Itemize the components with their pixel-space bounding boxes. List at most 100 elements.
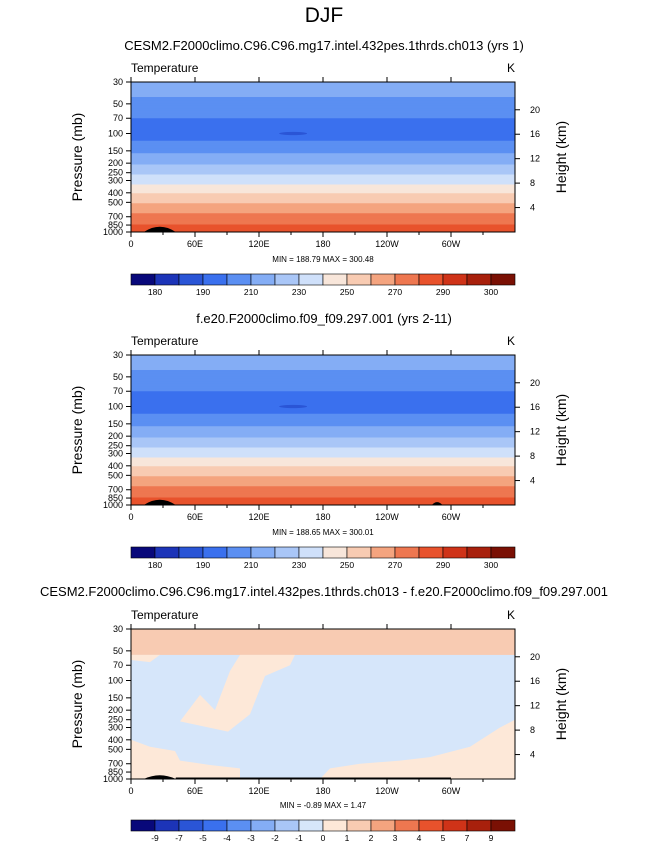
colorbar-swatch [202,819,228,832]
contour-band [131,144,515,147]
y-tick-label: 850 [108,220,123,230]
colorbar-label: 270 [388,560,402,570]
colorbar-swatch [130,273,156,286]
contour-band [131,128,515,131]
contour-band [131,501,515,504]
contour-band [131,360,515,362]
contour-band [131,427,515,430]
plot-area [131,355,515,505]
contour-band [131,209,515,212]
contour-band [131,100,515,103]
colorbar-swatch [442,273,468,286]
x-tick-label: 0 [128,512,133,522]
colorbar-swatch [466,546,492,559]
contour-band [131,212,515,214]
contour-band [131,366,515,369]
figure-title: DJF [305,4,344,27]
contour-band [131,385,515,387]
contour-band [131,458,515,461]
x-tick-label: 60E [187,512,203,522]
x-tick-label: 60W [442,786,461,796]
y-tick-label: 700 [108,485,123,495]
orography-mask [143,775,176,779]
panel-1: CESM2.F2000climo.C96.C96.mg17.intel.432p… [69,38,569,297]
contour-band [131,422,515,425]
contour-band [131,204,515,207]
x-tick-label: 180 [315,239,330,249]
contour-band [131,486,515,489]
contour-band [131,443,515,446]
x-tick-label: 0 [128,786,133,796]
contour-band [131,104,515,107]
contour-band [131,430,515,432]
contour-band [131,375,515,377]
colorbar-swatch [226,819,252,832]
y2-tick-label: 8 [530,451,535,461]
colorbar-swatch [250,819,276,832]
contour-band [131,220,515,223]
y2-tick-label: 4 [530,750,535,760]
contour-band [131,147,515,149]
colorbar-swatch [490,273,516,286]
y-tick-label: 250 [108,441,123,451]
colorbar-label: 1 [345,833,350,843]
orography-mask [143,226,176,232]
y2-tick-label: 8 [530,725,535,735]
contour-band [131,396,515,399]
y2-axis-title: Height (km) [553,668,569,740]
contour-band [131,159,515,162]
contour-band [131,428,515,431]
minimum-contour [279,131,308,136]
contour-band [131,165,515,168]
contour-band [131,95,515,98]
contour-band [131,163,515,166]
contour-band [131,453,515,456]
colorbar-swatch [418,546,444,559]
x-tick-label: 60W [442,239,461,249]
contour-band [131,456,515,459]
diff-region-warm [320,719,515,779]
colorbar-swatch [370,819,396,832]
colorbar-swatch [154,546,180,559]
contour-band [131,143,515,146]
contour-band [131,362,515,365]
contour-band [131,380,515,382]
contour-band [131,135,515,138]
contour-band [131,90,515,93]
contour-band [131,480,515,482]
y2-tick-label: 8 [530,178,535,188]
y-axis-title: Pressure (mb) [69,660,85,749]
contour-band [131,169,515,172]
x-tick-label: 120W [375,239,399,249]
contour-band [131,158,515,161]
contour-band [131,227,515,229]
contour-band [131,187,515,189]
contour-band [131,210,515,213]
x-tick-label: 180 [315,786,330,796]
colorbar-swatch [346,273,372,286]
contour-band [131,435,515,437]
contour-band [131,411,515,414]
diff-region-warm [131,739,240,779]
y-tick-label: 1000 [103,227,123,237]
colorbar-swatch [250,273,276,286]
y-tick-label: 500 [108,744,123,754]
contour-band [131,148,515,151]
y-tick-label: 700 [108,212,123,222]
x-tick-label: 120W [375,786,399,796]
contour-band [131,451,515,454]
contour-band [131,358,515,361]
contour-band [131,200,515,203]
colorbar-swatch [370,546,396,559]
contour-band [131,132,515,134]
contour-band [131,133,515,136]
contour-band [131,198,515,201]
contour-band [131,361,515,364]
contour-band [131,378,515,381]
y-tick-label: 500 [108,197,123,207]
contour-band [131,402,515,405]
orography-mask [588,777,594,779]
orography-mask [175,777,452,779]
contour-band [131,483,515,486]
colorbar-swatch [202,273,228,286]
